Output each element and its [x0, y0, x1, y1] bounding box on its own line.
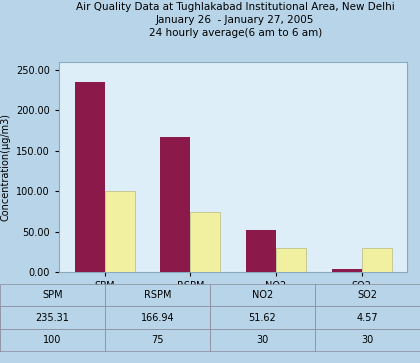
- Bar: [105, 191, 134, 272]
- Bar: [362, 248, 391, 272]
- Y-axis label: Concentration(µg/m3): Concentration(µg/m3): [0, 113, 10, 221]
- Bar: [332, 269, 362, 272]
- Bar: [160, 137, 190, 272]
- Text: Air Quality Data at Tughlakabad Institutional Area, New Delhi
January 26  - Janu: Air Quality Data at Tughlakabad Institut…: [76, 2, 394, 38]
- Bar: [246, 231, 276, 272]
- Bar: [75, 82, 105, 272]
- Bar: [190, 212, 220, 272]
- Bar: [276, 248, 306, 272]
